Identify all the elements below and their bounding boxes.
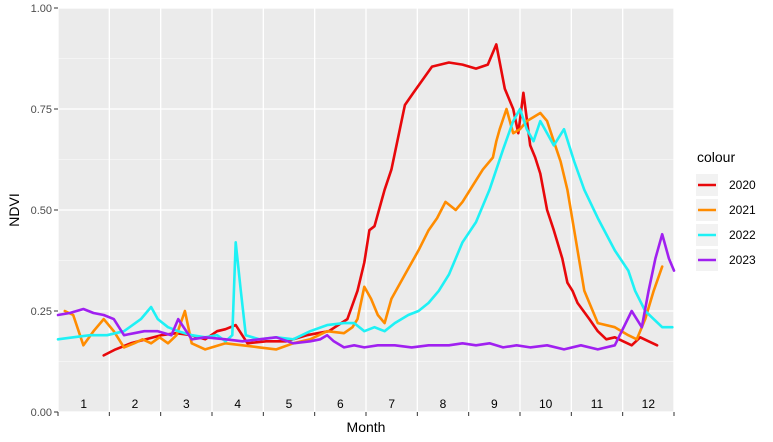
month-labels: 1 2 3 4 5 6 7 8 9 10 11 12 xyxy=(80,397,655,411)
y-tick-label: 0.75 xyxy=(31,104,52,116)
month-label: 2 xyxy=(132,397,139,411)
series-line-2021 xyxy=(63,107,664,351)
legend: colour 2020 2021 2022 2023 xyxy=(696,149,756,271)
legend-label-2021: 2021 xyxy=(729,203,756,217)
y-tick-label: 0.25 xyxy=(31,306,52,318)
month-label: 5 xyxy=(286,397,293,411)
y-tick-label: 1.00 xyxy=(31,3,52,15)
y-axis: 0.00 0.25 0.50 0.75 1.00 xyxy=(31,3,58,419)
month-label: 7 xyxy=(388,397,395,411)
x-axis-title: Month xyxy=(347,419,386,435)
y-axis-title: NDVI xyxy=(6,193,22,226)
month-label: 8 xyxy=(440,397,447,411)
month-label: 1 xyxy=(80,397,87,411)
series-line-2022 xyxy=(56,107,674,343)
series-lines xyxy=(56,43,676,357)
series-line-2023 xyxy=(56,232,676,351)
month-label: 6 xyxy=(337,397,344,411)
month-label: 3 xyxy=(183,397,190,411)
y-tick-label: 0.00 xyxy=(31,407,52,419)
month-label: 9 xyxy=(491,397,498,411)
legend-label-2023: 2023 xyxy=(729,253,756,267)
month-label: 12 xyxy=(642,397,656,411)
series-line-2020 xyxy=(102,43,659,357)
month-label: 4 xyxy=(234,397,241,411)
legend-label-2022: 2022 xyxy=(729,228,756,242)
y-tick-label: 0.50 xyxy=(31,205,52,217)
legend-title: colour xyxy=(697,149,735,165)
month-label: 10 xyxy=(539,397,553,411)
legend-label-2020: 2020 xyxy=(729,178,756,192)
month-label: 11 xyxy=(591,397,604,411)
x-axis xyxy=(57,412,675,416)
